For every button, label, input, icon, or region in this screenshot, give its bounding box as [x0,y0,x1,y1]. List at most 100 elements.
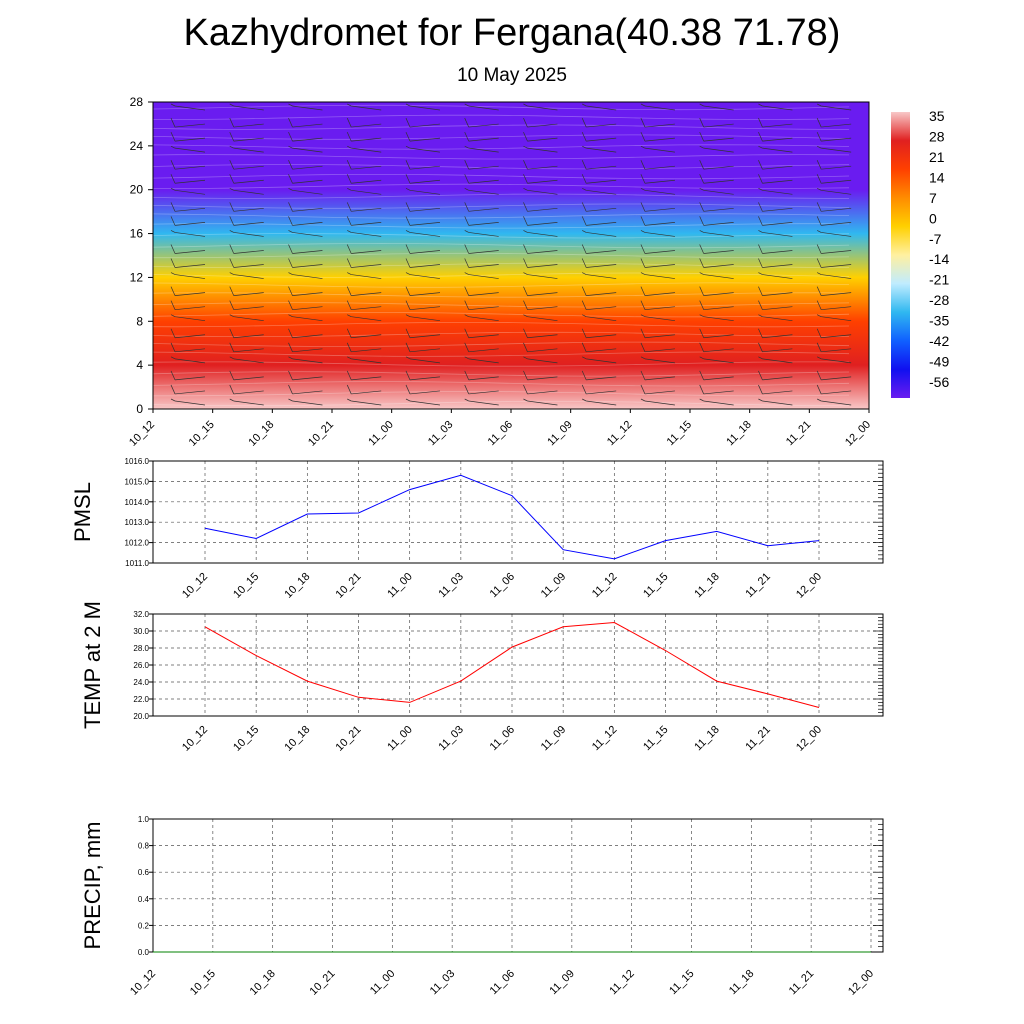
wind-barb [292,316,323,322]
contour-line [153,213,850,219]
wind-barb [762,232,793,237]
wind-barb [409,306,441,311]
x-tick-label: 10_18 [282,724,312,754]
x-tick-label: 10_15 [188,968,218,998]
wind-barb-flag [405,272,411,275]
y-tick-label: 0 [136,402,143,416]
wind-barb-flag [405,384,411,395]
contour-line [153,183,850,189]
wind-barb-flag [170,258,176,268]
wind-barb [644,179,675,184]
wind-barb-flag [288,244,293,254]
wind-barb [821,376,852,381]
wind-barb-flag [288,370,293,381]
wind-barb-flag [699,384,704,395]
x-tick-label: 11_03 [436,571,466,601]
wind-barb-flag [582,314,587,318]
wind-barb [292,137,323,142]
wind-barb-flag [170,202,176,212]
wind-barb [468,390,499,395]
x-tick-label: 11_18 [692,571,722,601]
wind-barb [821,306,852,311]
wind-barb-flag [347,230,352,233]
wind-barb-flag [405,342,411,352]
contour-line [153,341,850,347]
wind-barb-flag [758,398,763,402]
wind-barb-flag [405,202,411,212]
wind-barb-flag [288,398,293,402]
colorbar-label: -28 [929,292,949,308]
y-tick-label: 26.0 [133,661,149,670]
wind-barb [762,165,793,170]
contour-line [153,164,850,170]
wind-barb-flag [640,384,646,395]
x-tick-label: 10_21 [334,571,364,601]
wind-barb [409,316,441,322]
wind-barb [174,358,206,364]
x-tick-label: 10_21 [334,724,364,754]
x-tick-label: 10_12 [127,419,157,449]
wind-barb-flag [523,342,528,352]
wind-barb [644,400,675,406]
wind-barbs [170,103,852,406]
y-tick-label: 1016.0 [125,457,150,466]
wind-barb [409,250,441,254]
wind-barb [174,264,206,268]
wind-barb-flag [523,286,528,296]
wind-barb [233,189,264,195]
wind-barb-flag [816,244,822,254]
wind-barb [233,400,264,406]
wind-barb-flag [229,202,235,212]
wind-barb [233,147,264,153]
wind-barb [468,274,499,279]
x-tick-label: 11_18 [692,724,722,754]
x-tick-label: 11_12 [590,724,620,754]
wind-barb-flag [640,244,646,254]
wind-barb [233,232,264,237]
wind-barb [703,147,734,153]
wind-barb-flag [405,117,411,128]
wind-barb-flag [816,300,822,310]
wind-barb-flag [817,398,822,402]
x-tick-label: 11_00 [385,571,415,601]
wind-barb [174,306,206,311]
y-tick-label: 4 [136,358,143,372]
wind-barb-flag [523,258,528,268]
wind-barb-flag [581,160,587,170]
wind-barb [351,105,382,111]
wind-barb-flag [229,300,235,310]
wind-barb [233,348,264,353]
wind-barb [174,316,206,322]
colorbar-label: 35 [929,108,945,124]
wind-barb [292,400,323,406]
wind-barb-flag [758,244,763,254]
wind-barb-flag [816,328,822,338]
wind-barb [351,147,382,153]
wind-barb [233,222,264,226]
wind-barb [762,274,793,279]
wind-barb [468,207,499,212]
wind-barb-flag [346,174,352,184]
wind-barb-flag [405,174,411,184]
series-line [204,621,820,708]
wind-barb-flag [288,174,293,184]
wind-barb [409,232,441,237]
wind-barb [351,250,382,254]
wind-barb [586,274,617,279]
wind-barb-flag [464,342,470,352]
wind-barb [468,316,499,322]
wind-barb-flag [640,187,646,191]
wind-barb [703,348,734,353]
wind-barb-flag [288,258,293,268]
wind-barb-flag [347,314,352,318]
x-tick-label: 11_09 [539,724,569,754]
contour-line [153,400,850,407]
x-tick-label: 11_12 [607,968,637,998]
wind-barb [527,179,558,184]
y-tick-label: 32.0 [133,610,149,619]
x-tick-label: 11_03 [426,419,456,449]
wind-barb-flag [464,286,470,296]
wind-barb-flag [816,160,822,170]
wind-barb-flag [758,160,763,170]
wind-barb-flag [346,244,352,254]
